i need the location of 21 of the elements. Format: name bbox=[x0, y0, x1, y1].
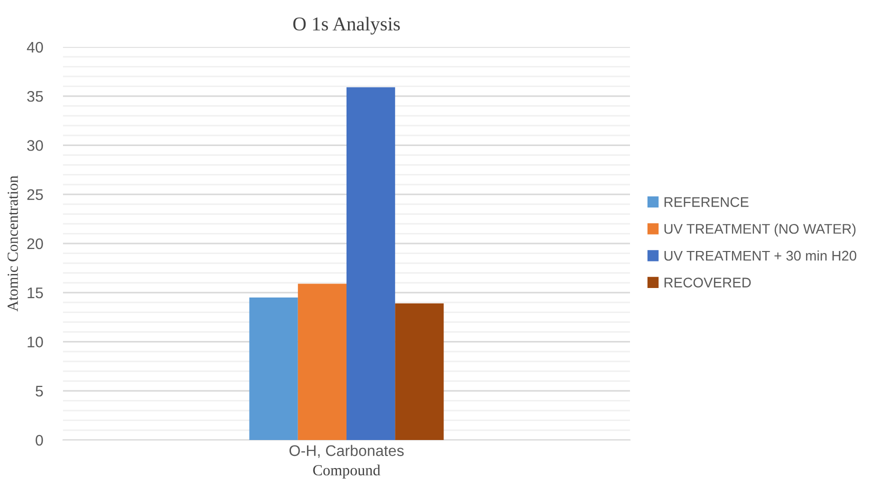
y-tick-label: 40 bbox=[26, 42, 43, 53]
legend-label: UV TREATMENT + 30 min H20 bbox=[664, 250, 856, 261]
y-tick-label: 0 bbox=[36, 434, 43, 446]
bar bbox=[395, 303, 444, 440]
y-tick-label: 10 bbox=[28, 336, 43, 348]
legend-label: REFERENCE bbox=[664, 197, 749, 207]
legend-label: RECOVERED bbox=[664, 278, 751, 288]
y-tick-label: 15 bbox=[28, 288, 43, 298]
bar bbox=[298, 284, 346, 440]
y-tick-label: 35 bbox=[27, 90, 43, 102]
bar bbox=[249, 298, 298, 440]
legend-label: UV TREATMENT (NO WATER) bbox=[664, 224, 856, 237]
y-tick-label: 30 bbox=[27, 140, 43, 151]
x-axis-title: Compound bbox=[313, 464, 380, 479]
y-tick-label: 25 bbox=[27, 189, 43, 200]
chart-title: O 1s Analysis bbox=[293, 16, 400, 35]
bar bbox=[346, 87, 396, 440]
y-axis-title: Atomic Concentration bbox=[8, 176, 18, 312]
x-tick-label: O-H, Carbonates bbox=[289, 444, 404, 458]
y-tick-label: 20 bbox=[27, 238, 43, 250]
y-tick-label: 5 bbox=[36, 386, 43, 397]
